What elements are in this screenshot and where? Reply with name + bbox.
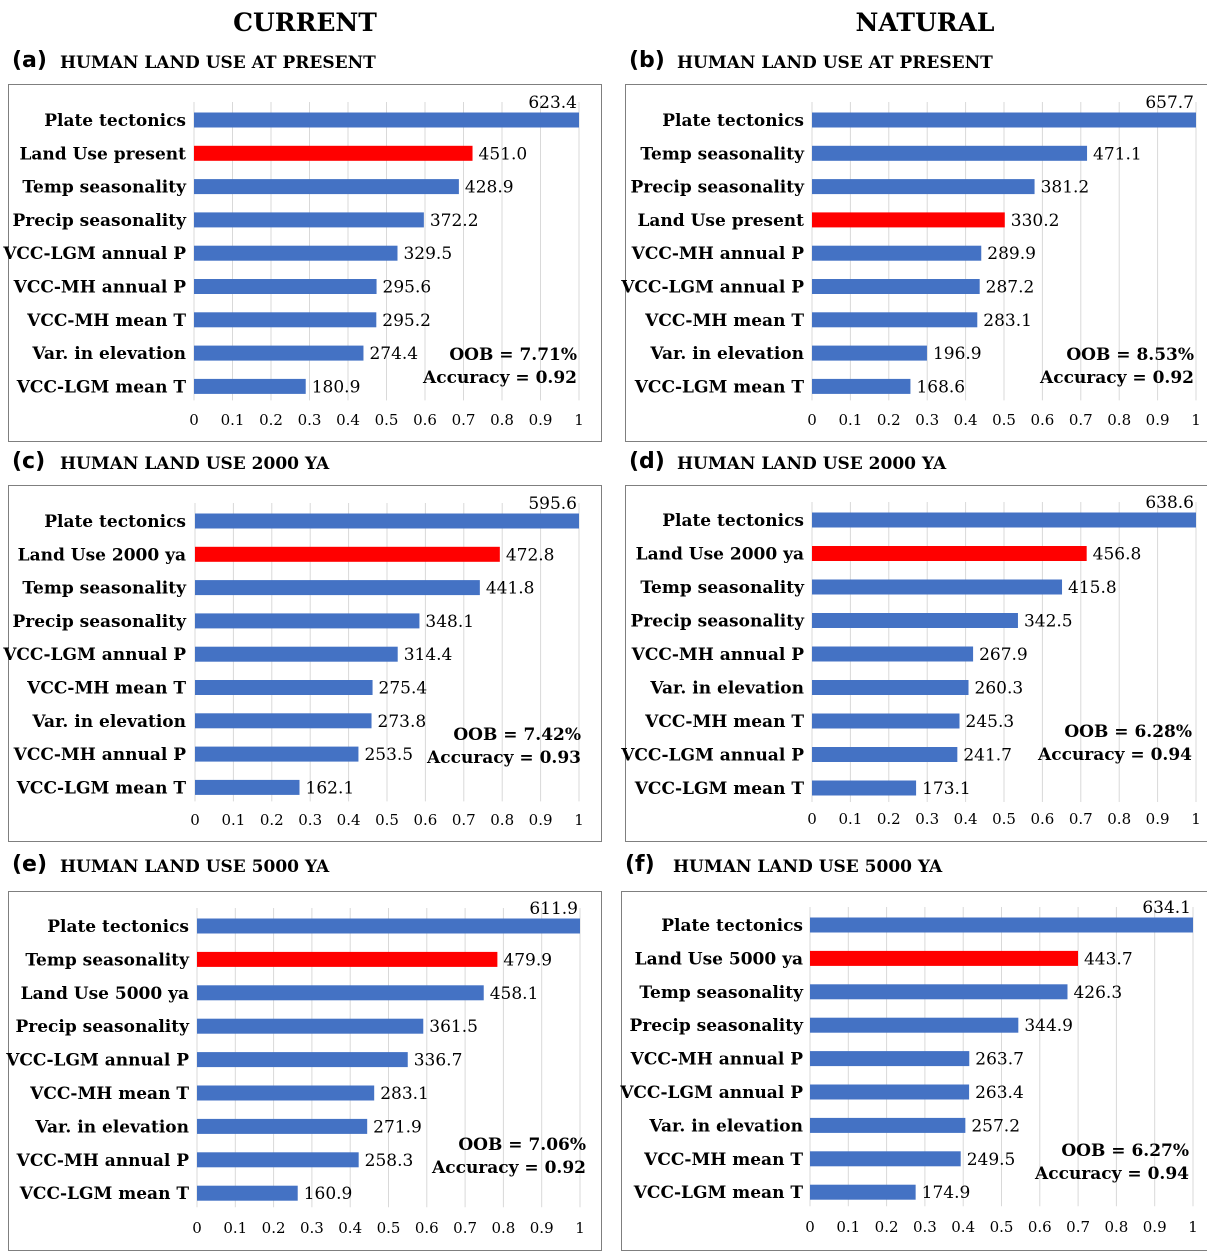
panel-label-a: (a) (12, 48, 47, 73)
chart-frame-f (621, 891, 1207, 1251)
column-heading-current: CURRENT (233, 8, 377, 37)
panel-title-e: HUMAN LAND USE 5000 YA (60, 857, 330, 877)
chart-frame-b (625, 84, 1207, 442)
chart-frame-d (625, 485, 1207, 842)
chart-frame-c (8, 485, 602, 842)
panel-title-a: HUMAN LAND USE AT PRESENT (60, 53, 376, 73)
panel-title-b: HUMAN LAND USE AT PRESENT (677, 53, 993, 73)
panel-title-d: HUMAN LAND USE 2000 YA (677, 454, 947, 474)
chart-frame-e (8, 891, 602, 1251)
panel-label-e: (e) (12, 852, 48, 877)
column-heading-natural: NATURAL (855, 8, 995, 37)
panel-label-d: (d) (629, 449, 665, 474)
panel-label-b: (b) (629, 48, 665, 73)
panel-label-c: (c) (12, 449, 46, 474)
panel-title-c: HUMAN LAND USE 2000 YA (60, 454, 330, 474)
panel-label-f: (f) (625, 852, 655, 877)
chart-frame-a (8, 84, 602, 442)
panel-title-f: HUMAN LAND USE 5000 YA (673, 857, 943, 877)
